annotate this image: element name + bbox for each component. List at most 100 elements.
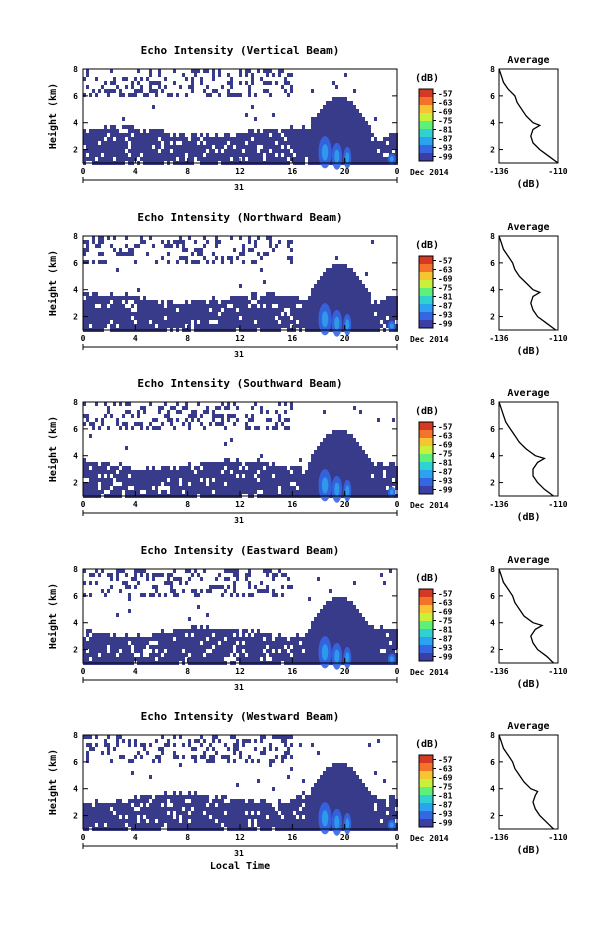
heatmap-cell <box>275 308 278 312</box>
heatmap-cell <box>371 320 374 324</box>
heatmap-cell <box>197 486 200 490</box>
heatmap-cell <box>290 145 293 149</box>
heatmap-cell <box>389 296 392 300</box>
heatmap-cell <box>281 470 284 474</box>
heatmap-cell <box>323 605 326 609</box>
heatmap-cell <box>146 807 149 811</box>
heatmap-cell <box>95 137 98 141</box>
heatmap-cell <box>110 69 113 73</box>
heatmap-cell <box>266 133 269 137</box>
heatmap-cell <box>197 153 200 157</box>
heatmap-cell <box>98 466 101 470</box>
heatmap-cell <box>113 819 116 823</box>
heatmap-cell <box>275 478 278 482</box>
heatmap-cell <box>305 153 308 157</box>
heatmap-cell <box>227 149 230 153</box>
heatmap-cell <box>314 629 317 633</box>
heatmap-cell <box>95 569 98 573</box>
heatmap-cell <box>92 260 95 264</box>
heatmap-cell <box>314 482 317 486</box>
heatmap-cell <box>122 739 125 743</box>
heatmap-cell <box>284 573 287 577</box>
heatmap-cell <box>350 125 353 129</box>
heatmap-cell <box>176 629 179 633</box>
colorbar-swatch <box>419 304 433 313</box>
heatmap-cell <box>383 653 386 657</box>
heatmap-cell <box>326 101 329 105</box>
heatmap-cell <box>218 69 221 73</box>
heatmap-cell <box>278 73 281 77</box>
heatmap-cell <box>311 324 314 328</box>
heatmap-cell <box>272 470 275 474</box>
heatmap-cell <box>299 312 302 316</box>
heatmap-cell <box>320 129 323 133</box>
heatmap-cell <box>191 486 194 490</box>
heatmap-cell <box>230 320 233 324</box>
heatmap-cell <box>101 236 104 240</box>
heatmap-cell <box>182 657 185 661</box>
heatmap-cell <box>197 470 200 474</box>
heatmap-cell <box>326 129 329 133</box>
heatmap-cell <box>311 454 314 458</box>
heatmap-cell <box>212 414 215 418</box>
heatmap-cell <box>323 280 326 284</box>
heatmap-cell <box>137 470 140 474</box>
heatmap-cell <box>134 645 137 649</box>
heatmap-cell <box>227 89 230 93</box>
heatmap-cell <box>170 137 173 141</box>
heatmap-cell <box>326 466 329 470</box>
heatmap-cell <box>317 613 320 617</box>
heatmap-cell <box>326 276 329 280</box>
heatmap-cell <box>122 482 125 486</box>
heatmap-cell <box>179 240 182 244</box>
heatmap-cell <box>353 625 356 629</box>
heatmap-cell <box>272 296 275 300</box>
heatmap-cell <box>233 312 236 316</box>
heatmap-cell <box>263 653 266 657</box>
x-tick-label: 8 <box>185 167 190 176</box>
heatmap-cell <box>335 256 338 260</box>
heatmap-cell <box>305 324 308 328</box>
heatmap-cell <box>359 125 362 129</box>
heatmap-cell <box>86 743 89 747</box>
heatmap-cell <box>101 819 104 823</box>
heatmap-cell <box>338 466 341 470</box>
heatmap-cell <box>122 252 125 256</box>
heatmap-cell <box>104 320 107 324</box>
heatmap-cell <box>206 629 209 633</box>
heatmap-cell <box>167 320 170 324</box>
heatmap-cell <box>164 799 167 803</box>
heatmap-cell <box>299 649 302 653</box>
heatmap-cell <box>290 402 293 406</box>
heatmap-cell <box>245 645 248 649</box>
heatmap-cell <box>203 69 206 73</box>
heatmap-cell <box>125 633 128 637</box>
heatmap-cell <box>95 735 98 739</box>
heatmap-cell <box>107 823 110 827</box>
heatmap-cell <box>290 585 293 589</box>
heatmap-cell <box>347 605 350 609</box>
heatmap-cell <box>155 811 158 815</box>
heatmap-cell <box>344 597 347 601</box>
heatmap-cell <box>101 157 104 161</box>
heatmap-cell <box>380 482 383 486</box>
heatmap-cell <box>146 252 149 256</box>
heatmap-cell <box>359 141 362 145</box>
heatmap-cell <box>353 300 356 304</box>
heatmap-cell <box>158 474 161 478</box>
heatmap-cell <box>281 593 284 597</box>
heatmap-cell <box>101 482 104 486</box>
heatmap-cell <box>173 406 176 410</box>
heatmap-cell <box>248 89 251 93</box>
heatmap-cell <box>206 486 209 490</box>
heatmap-cell <box>164 478 167 482</box>
heatmap-cell <box>131 577 134 581</box>
heatmap-cell <box>383 137 386 141</box>
heatmap-cell <box>116 815 119 819</box>
heatmap-cell <box>137 799 140 803</box>
heatmap-cell <box>335 458 338 462</box>
heatmap-cell <box>122 807 125 811</box>
heatmap-cell <box>218 637 221 641</box>
heatmap-cell <box>182 482 185 486</box>
heatmap-cell <box>329 617 332 621</box>
